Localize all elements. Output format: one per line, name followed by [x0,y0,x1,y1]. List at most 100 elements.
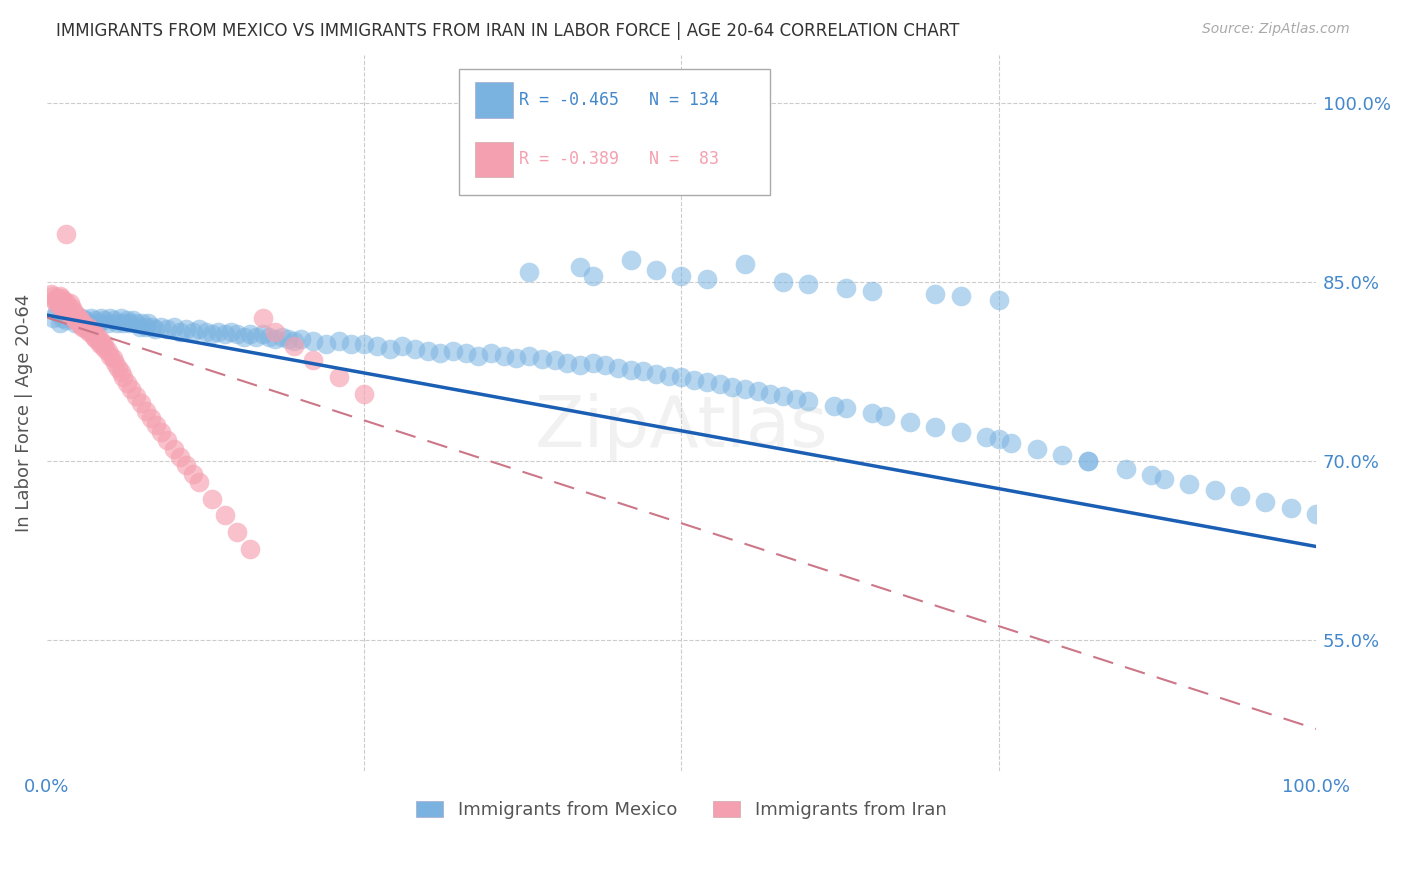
Point [517,265,540,279]
Point [543,353,565,368]
Point [924,286,946,301]
Point [139,410,162,425]
Point [52,293,75,307]
Point [59,303,82,318]
Point [709,377,731,392]
Point [302,353,325,368]
Point [835,401,858,416]
Point [91,339,114,353]
Point [785,392,807,406]
Point [75,322,97,336]
Point [264,332,287,346]
Point [90,334,112,349]
Point [82,327,104,342]
Point [270,329,292,343]
Point [67,317,90,331]
Text: ZipAtlas: ZipAtlas [534,392,828,462]
Point [1279,501,1302,516]
Point [264,325,287,339]
Point [340,336,363,351]
Point [163,320,186,334]
Point [67,310,90,325]
Point [84,327,107,342]
Point [143,322,166,336]
Point [42,310,65,325]
Point [63,313,86,327]
Point [1050,448,1073,462]
Point [46,293,69,308]
Point [772,389,794,403]
Point [118,317,141,331]
Point [77,317,100,331]
Point [60,310,83,325]
Point [150,320,173,334]
Point [517,349,540,363]
Point [1140,467,1163,482]
Point [79,322,101,336]
Point [479,346,502,360]
Point [46,292,69,306]
Point [115,313,138,327]
Point [860,285,883,299]
Point [290,332,312,346]
Point [48,299,70,313]
Point [55,313,77,327]
Point [73,318,96,332]
Point [633,364,655,378]
Point [568,358,591,372]
Point [56,301,79,315]
Point [110,310,132,325]
Point [860,406,883,420]
FancyBboxPatch shape [475,82,513,118]
Point [595,358,617,372]
Text: IMMIGRANTS FROM MEXICO VS IMMIGRANTS FROM IRAN IN LABOR FORCE | AGE 20-64 CORREL: IMMIGRANTS FROM MEXICO VS IMMIGRANTS FRO… [56,22,960,40]
Text: R = -0.465   N = 134: R = -0.465 N = 134 [519,91,718,109]
Point [86,329,108,343]
Point [645,367,668,381]
Point [90,310,112,325]
Point [283,334,305,349]
Point [582,268,605,283]
Point [671,268,693,283]
Point [145,417,167,432]
Point [759,387,782,401]
Point [60,308,83,322]
Text: Source: ZipAtlas.com: Source: ZipAtlas.com [1202,22,1350,37]
Point [214,508,236,523]
Point [135,403,157,417]
Point [129,396,152,410]
Point [1305,508,1327,522]
Point [214,327,236,342]
Point [239,327,262,342]
Point [70,318,93,332]
Point [696,375,718,389]
Point [239,541,262,556]
Point [797,277,820,292]
Point [1254,495,1277,509]
Point [429,346,451,360]
Point [671,370,693,384]
Legend: Immigrants from Mexico, Immigrants from Iran: Immigrants from Mexico, Immigrants from … [409,793,953,826]
Point [42,289,65,303]
Point [194,325,217,339]
Point [441,343,464,358]
Point [823,399,845,413]
Point [58,306,80,320]
Point [122,313,145,327]
Point [77,325,100,339]
Point [98,349,121,363]
Y-axis label: In Labor Force | Age 20-64: In Labor Force | Age 20-64 [15,293,32,532]
Point [1115,462,1137,476]
Point [48,289,70,303]
Point [734,257,756,271]
Point [658,368,681,383]
Point [201,327,224,342]
Point [125,317,148,331]
Point [696,272,718,286]
Point [69,313,91,327]
Point [80,310,103,325]
Point [277,332,299,346]
Point [974,430,997,444]
Point [582,356,605,370]
Point [747,384,769,399]
